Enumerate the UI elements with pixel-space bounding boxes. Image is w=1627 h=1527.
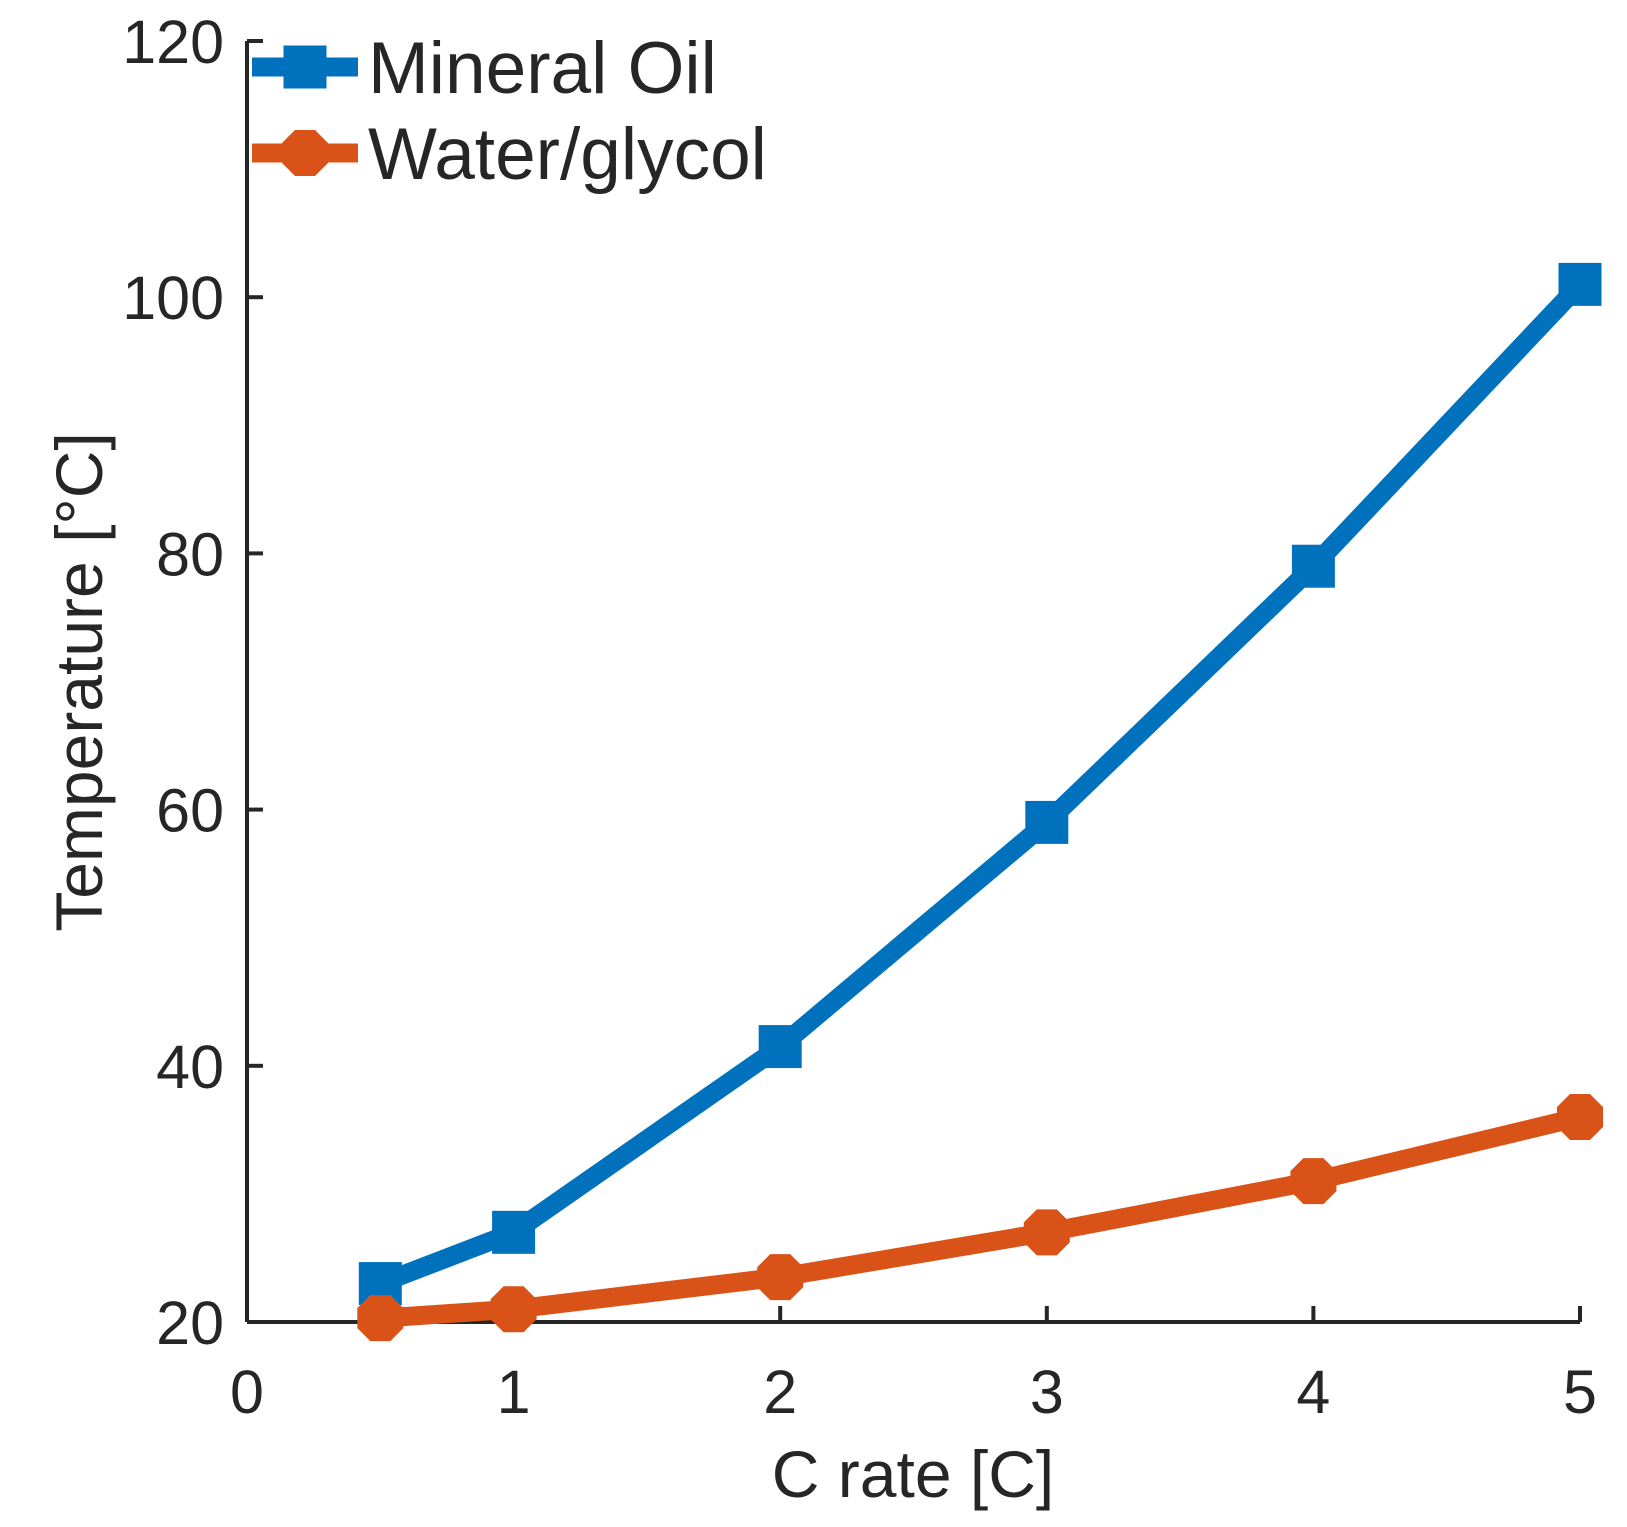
x-axis-label: C rate [C]: [772, 1437, 1054, 1511]
x-tick-label: 1: [497, 1358, 531, 1426]
x-tick-label: 3: [1030, 1358, 1064, 1426]
axes-layer: 0 1 2 3 4 5 20 40 60 80 100 120: [122, 8, 1597, 1426]
y-tick-label: 60: [156, 777, 224, 845]
series-layer: [357, 262, 1603, 1342]
y-tick-label: 20: [156, 1289, 224, 1357]
series-water-glycol: [357, 1094, 1603, 1342]
data-point-diamond-water-glycol: [1023, 1209, 1070, 1256]
data-point-square-mineral-oil: [758, 1025, 802, 1069]
legend-label-water-glycol: Water/glycol: [368, 114, 767, 195]
series-line-water-glycol: [379, 1107, 1583, 1328]
y-tick-label: 40: [156, 1033, 224, 1101]
series-mineral-oil: [358, 262, 1602, 1306]
data-point-diamond-water-glycol: [490, 1286, 537, 1333]
legend-item-mineral-oil: Mineral Oil: [252, 28, 717, 109]
y-tick-label: 100: [122, 264, 224, 332]
legend-item-water-glycol: Water/glycol: [252, 114, 767, 195]
legend: Mineral Oil Water/glycol: [252, 28, 767, 195]
data-point-diamond-water-glycol: [757, 1254, 804, 1301]
legend-diamond-marker-icon: [282, 130, 328, 176]
legend-label-mineral-oil: Mineral Oil: [368, 28, 717, 109]
y-tick-label: 120: [122, 8, 224, 76]
data-point-diamond-water-glycol: [357, 1295, 404, 1342]
data-point-diamond-water-glycol: [1290, 1158, 1337, 1205]
data-point-square-mineral-oil: [1025, 800, 1069, 844]
x-tick-label: 0: [230, 1358, 264, 1426]
series-line-mineral-oil: [376, 277, 1587, 1293]
x-tick-label: 4: [1296, 1358, 1330, 1426]
x-tick-label: 2: [763, 1358, 797, 1426]
data-point-square-mineral-oil: [492, 1210, 536, 1254]
legend-square-marker-icon: [283, 45, 327, 89]
x-tick-label: 5: [1563, 1358, 1597, 1426]
data-point-square-mineral-oil: [1291, 544, 1335, 588]
y-tick-label: 80: [156, 520, 224, 588]
data-point-diamond-water-glycol: [1557, 1094, 1603, 1141]
data-point-square-mineral-oil: [1558, 262, 1602, 306]
y-axis-label: Temperature [°C]: [42, 432, 116, 932]
